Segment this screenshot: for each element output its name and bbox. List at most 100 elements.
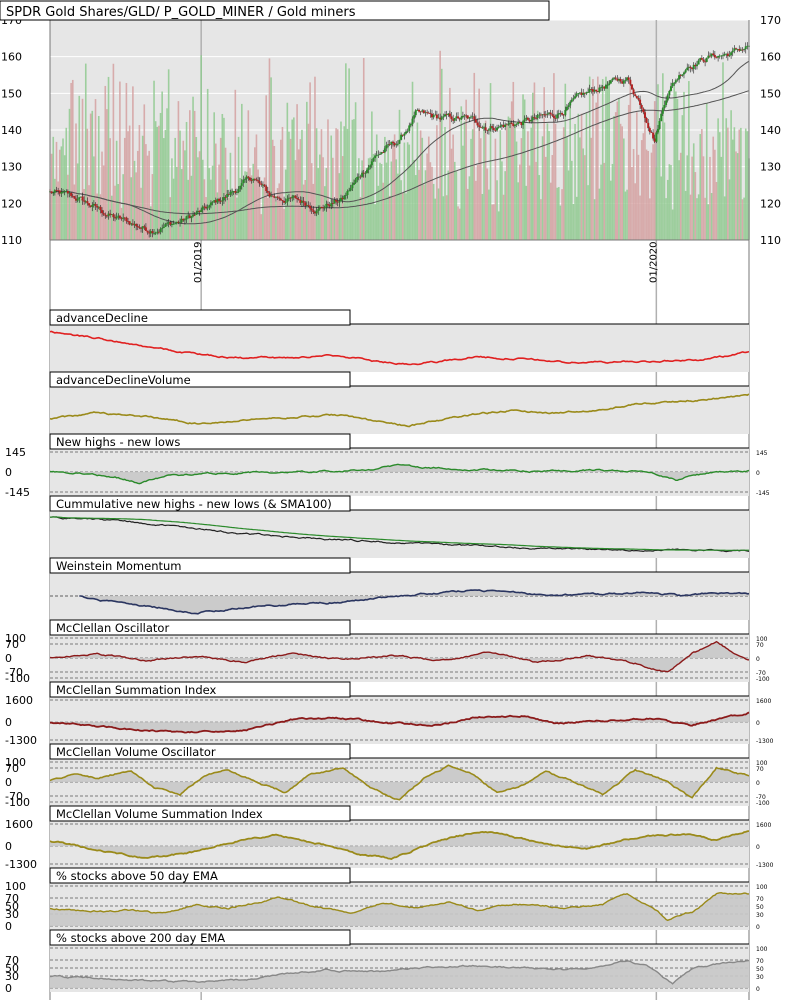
volume-bar	[725, 118, 728, 240]
candle-body	[149, 231, 152, 234]
volume-bar	[71, 79, 74, 241]
volume-bar	[473, 72, 476, 241]
volume-bar	[453, 161, 456, 240]
volume-bar	[450, 148, 453, 240]
volume-bar	[91, 110, 94, 240]
volume-bar	[109, 138, 111, 240]
volume-bar	[614, 112, 617, 240]
candle-body	[323, 207, 326, 209]
candle-body	[348, 190, 351, 192]
candle-body	[175, 221, 178, 224]
candle-body	[154, 232, 157, 234]
candle-body	[250, 180, 253, 181]
candle-body	[240, 183, 243, 186]
candle-body	[731, 50, 734, 53]
volume-bar	[510, 101, 513, 240]
volume-bar	[374, 204, 376, 240]
volume-bar	[219, 137, 222, 240]
volume-bar	[75, 123, 77, 240]
volume-bar	[182, 140, 185, 240]
volume-bar	[588, 76, 591, 241]
volume-bar	[597, 76, 599, 240]
volume-bar	[571, 160, 573, 240]
candle-body	[595, 89, 598, 92]
candle-body	[393, 142, 396, 146]
candle-body	[444, 114, 447, 117]
candle-body	[549, 112, 552, 115]
volume-bar	[162, 138, 165, 240]
candle-body	[643, 112, 646, 118]
volume-bar	[268, 58, 271, 240]
candle-body	[517, 122, 520, 125]
candle-body	[483, 127, 486, 129]
volume-bar	[128, 125, 131, 240]
volume-bar	[179, 130, 181, 240]
volume-bar	[668, 164, 671, 240]
volume-bar	[705, 103, 708, 240]
volume-bar	[322, 157, 324, 240]
candle-body	[391, 141, 394, 143]
volume-bar	[164, 129, 167, 240]
volume-bar	[649, 198, 651, 240]
candle-body	[640, 104, 643, 109]
candle-body	[343, 195, 346, 200]
indicator-title-box	[49, 681, 351, 698]
volume-bar	[192, 96, 194, 240]
candle-body	[179, 222, 182, 224]
indicator-title-box	[49, 309, 351, 326]
candle-body	[557, 113, 560, 115]
volume-bar	[306, 101, 308, 241]
candle-body	[302, 200, 305, 203]
left-tick-label: 50	[5, 900, 19, 913]
candle-body	[336, 201, 339, 203]
volume-bar	[224, 147, 227, 240]
volume-bar	[486, 168, 489, 240]
volume-bar	[120, 207, 123, 240]
volume-bar	[154, 121, 157, 240]
candle-body	[695, 64, 698, 67]
candle-body	[427, 112, 430, 114]
volume-bar	[616, 101, 619, 241]
volume-bar	[416, 122, 419, 240]
volume-bar	[735, 151, 737, 240]
volume-bar	[190, 175, 193, 240]
volume-bar	[606, 81, 609, 240]
candle-body	[151, 231, 154, 234]
candle-body	[107, 213, 110, 216]
candle-body	[286, 198, 289, 202]
volume-bar	[205, 197, 207, 240]
volume-bar	[286, 102, 289, 241]
candle-body	[292, 195, 295, 197]
indicator-title: Cummulative new highs - new lows (& SMA1…	[56, 497, 332, 511]
candle-body	[136, 226, 139, 228]
candle-body	[115, 216, 118, 219]
volume-bar	[375, 134, 378, 240]
candle-body	[383, 148, 386, 153]
volume-bar	[174, 137, 176, 240]
candle-body	[715, 57, 718, 59]
volume-bar	[697, 194, 700, 240]
price-tick-label-left: 110	[1, 234, 22, 247]
volume-bar	[730, 110, 732, 240]
volume-bar	[632, 148, 635, 240]
volume-bar	[650, 152, 653, 240]
candle-body	[533, 117, 536, 118]
volume-bar	[319, 154, 321, 240]
volume-bar	[689, 194, 692, 240]
candle-body	[387, 144, 390, 146]
volume-bar	[536, 110, 539, 240]
volume-bar	[634, 183, 637, 240]
volume-bar	[538, 175, 541, 240]
left-tick-label: 0	[5, 716, 12, 729]
volume-bar	[133, 160, 136, 240]
candle-body	[730, 52, 733, 56]
volume-bar	[180, 169, 183, 240]
right-tick-label: 0	[756, 656, 760, 663]
candle-body	[209, 202, 212, 206]
volume-bar	[592, 79, 594, 240]
volume-bar	[340, 121, 342, 240]
candle-body	[84, 201, 87, 203]
volume-bar	[684, 190, 687, 240]
candle-body	[362, 172, 365, 174]
